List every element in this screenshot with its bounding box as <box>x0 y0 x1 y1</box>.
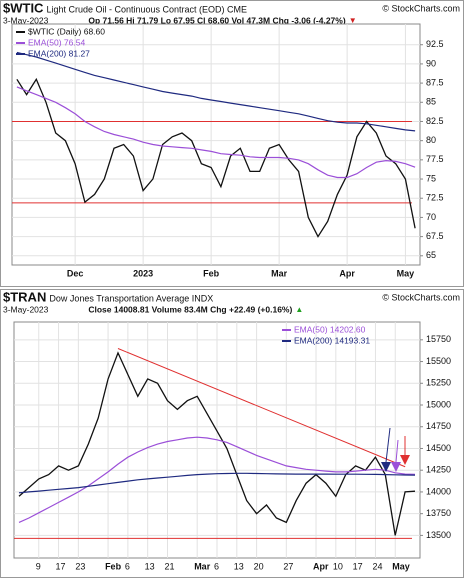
x-tick-label: 6 <box>214 561 219 571</box>
x-tick-label: 17 <box>353 561 363 571</box>
series-line <box>18 436 416 523</box>
source: © StockCharts.com <box>382 3 460 13</box>
trend-line <box>117 348 406 468</box>
x-tick-label: 9 <box>36 561 41 571</box>
panel-subtitle: Light Crude Oil - Continuous Contract (E… <box>46 4 247 14</box>
x-tick-label: Apr <box>313 561 329 571</box>
y-tick-label: 14500 <box>426 443 451 453</box>
y-tick-label: 80 <box>426 135 436 145</box>
date: 3-May-2023 <box>3 15 49 25</box>
arrow <box>400 455 410 465</box>
x-tick-label: 10 <box>333 561 343 571</box>
y-tick-label: 92.5 <box>426 39 444 49</box>
series-line <box>16 77 416 238</box>
y-tick-label: 15250 <box>426 378 451 388</box>
y-tick-label: 82.5 <box>426 116 444 126</box>
legend-label: EMA(200) 14193.31 <box>294 335 370 345</box>
x-tick-label: 17 <box>56 561 66 571</box>
x-tick-label: 2023 <box>133 268 153 278</box>
y-tick-label: 90 <box>426 58 436 68</box>
y-tick-label: 15000 <box>426 399 451 409</box>
x-tick-label: 6 <box>125 561 130 571</box>
legend-label: EMA(200) 81.27 <box>28 48 90 58</box>
y-tick-label: 13500 <box>426 530 451 540</box>
x-tick-label: 24 <box>372 561 382 571</box>
y-tick-label: 67.5 <box>426 231 444 241</box>
series-line <box>16 86 416 179</box>
panel-subtitle: Dow Jones Transportation Average INDX <box>49 293 213 303</box>
source: © StockCharts.com <box>382 292 460 302</box>
y-tick-label: 72.5 <box>426 193 444 203</box>
x-tick-label: Feb <box>105 561 122 571</box>
x-tick-label: Mar <box>271 268 288 278</box>
stats: Close 14008.81 Volume 83.4M Chg +22.49 (… <box>88 304 292 314</box>
x-tick-label: 27 <box>283 561 293 571</box>
annotation-arrows <box>381 427 410 472</box>
x-tick-label: Mar <box>194 561 211 571</box>
panel-title: $TRAN <box>3 289 46 304</box>
y-tick-label: 70 <box>426 212 436 222</box>
legend-label: EMA(50) 76.54 <box>28 37 85 47</box>
y-tick-label: 14000 <box>426 486 451 496</box>
series-line <box>18 472 416 494</box>
x-tick-label: 20 <box>254 561 264 571</box>
arrow <box>385 427 391 463</box>
arrow <box>391 462 401 472</box>
y-tick-label: 75 <box>426 173 436 183</box>
x-tick-label: Feb <box>203 268 220 278</box>
y-tick-label: 13750 <box>426 508 451 518</box>
y-tick-label: 77.5 <box>426 154 444 164</box>
panel-title: $WTIC <box>3 0 44 15</box>
date: 3-May-2023 <box>3 304 49 314</box>
y-tick-label: 85 <box>426 97 436 107</box>
arrow <box>381 462 391 472</box>
x-tick-label: 23 <box>75 561 85 571</box>
legend-label: $WTIC (Daily) 68.60 <box>28 26 105 36</box>
y-tick-label: 15500 <box>426 356 451 366</box>
series-line <box>16 51 416 132</box>
legend-label: EMA(50) 14202.60 <box>294 324 366 334</box>
y-tick-label: 14750 <box>426 421 451 431</box>
arrow <box>395 439 399 463</box>
change-marker: ▲ <box>295 305 303 314</box>
change-marker: ▼ <box>349 16 357 25</box>
x-tick-label: May <box>397 268 415 278</box>
stats: Op 71.56 Hi 71.79 Lo 67.95 Cl 68.60 Vol … <box>88 15 345 25</box>
y-tick-label: 87.5 <box>426 77 444 87</box>
x-tick-label: Apr <box>339 268 355 278</box>
x-tick-label: Dec <box>67 268 84 278</box>
plot-area <box>11 23 421 266</box>
x-tick-label: May <box>392 561 410 571</box>
x-tick-label: 13 <box>234 561 244 571</box>
y-tick-label: 65 <box>426 250 436 260</box>
x-tick-label: 21 <box>164 561 174 571</box>
x-tick-label: 13 <box>145 561 155 571</box>
y-tick-label: 14250 <box>426 465 451 475</box>
y-tick-label: 15750 <box>426 334 451 344</box>
